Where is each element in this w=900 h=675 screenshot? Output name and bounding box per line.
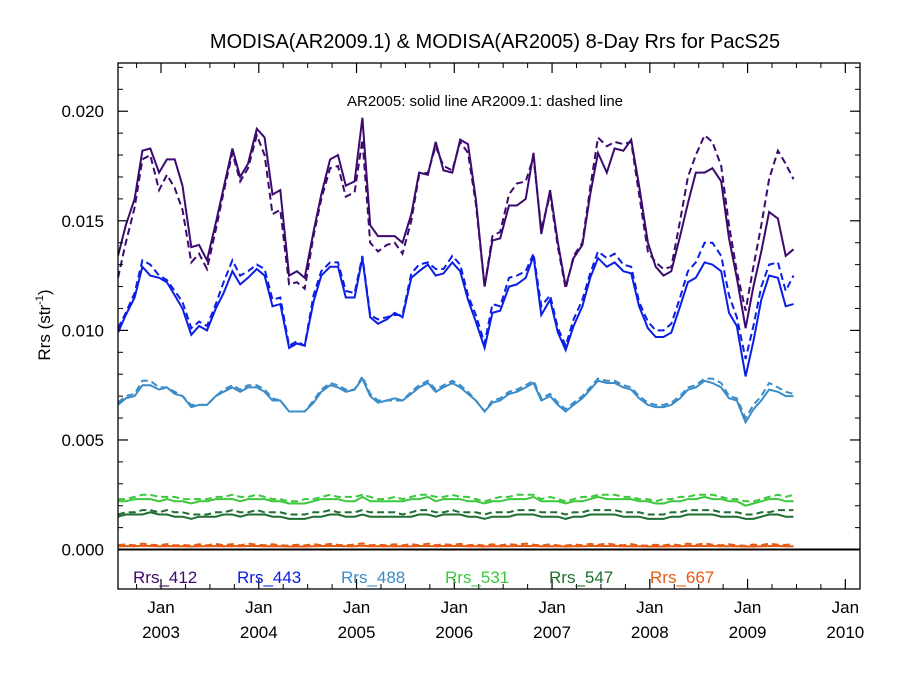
series-line-Rrs_488-dashed: [118, 374, 794, 421]
series-line-Rrs_443-dashed: [118, 241, 795, 360]
y-tick-label: 0.000: [61, 541, 104, 560]
x-tick-label-month: Jan: [734, 598, 761, 617]
series-line-Rrs_667-solid: [118, 544, 794, 548]
chart-title: MODISA(AR2009.1) & MODISA(AR2005) 8-Day …: [210, 31, 780, 53]
legend-item-Rrs_547: Rrs_547: [549, 568, 613, 587]
x-tick-label-month: Jan: [538, 598, 565, 617]
x-tick-label-year: 2010: [826, 623, 864, 642]
y-tick-label: 0.015: [61, 212, 104, 231]
series-line-Rrs_547-solid: [118, 511, 794, 520]
x-tick-label-month: Jan: [343, 598, 370, 617]
series-line-Rrs_547-dashed: [118, 509, 794, 516]
y-axis-label-close: ): [35, 289, 54, 295]
series-line-Rrs_531-dashed: [118, 493, 794, 503]
x-tick-label-month: Jan: [147, 598, 174, 617]
x-tick-label-year: 2007: [533, 623, 571, 642]
x-tick-label-month: Jan: [245, 598, 272, 617]
legend-item-Rrs_488: Rrs_488: [341, 568, 405, 587]
x-tick-label-month: Jan: [441, 598, 468, 617]
plot-frame: [117, 62, 861, 590]
y-tick-label: 0.005: [61, 431, 104, 450]
y-axis: 0.000 0.005 0.010 0.015 0.020: [61, 66, 860, 560]
x-tick-label-year: 2003: [142, 623, 180, 642]
y-axis-label: Rrs (str-1): [34, 289, 54, 360]
legend: Rrs_412 Rrs_443 Rrs_488 Rrs_531 Rrs_547 Rrs_6…: [133, 568, 714, 587]
line-style-note: AR2005: solid line AR2009.1: dashed line: [347, 93, 623, 110]
x-tick-label-year: 2006: [435, 623, 473, 642]
y-axis-label-text: Rrs (str: [35, 305, 54, 361]
x-tick-label-year: 2009: [729, 623, 767, 642]
x-tick-label-year: 2004: [240, 623, 278, 642]
x-tick-label-month: Jan: [832, 598, 859, 617]
y-tick-label: 0.010: [61, 321, 104, 340]
series-line-Rrs_531-solid: [118, 495, 794, 507]
legend-item-Rrs_531: Rrs_531: [445, 568, 509, 587]
y-tick-label: 0.020: [61, 102, 104, 121]
legend-item-Rrs_412: Rrs_412: [133, 568, 197, 587]
series-line-Rrs_667-dashed: [118, 542, 794, 547]
x-tick-label-year: 2005: [338, 623, 376, 642]
series-line-Rrs_412-solid: [118, 117, 795, 329]
x-axis: Jan 2003 Jan 2004 Jan 2005 Jan 2006 Jan 2007 Jan 20…: [136, 63, 864, 642]
series-line-Rrs_488-solid: [118, 376, 794, 425]
x-tick-label-month: Jan: [636, 598, 663, 617]
series-line-Rrs_443-solid: [118, 255, 794, 377]
x-tick-label-year: 2008: [631, 623, 669, 642]
legend-item-Rrs_443: Rrs_443: [237, 568, 301, 587]
legend-item-Rrs_667: Rrs_667: [650, 568, 714, 587]
y-axis-label-superscript: -1: [34, 295, 46, 305]
